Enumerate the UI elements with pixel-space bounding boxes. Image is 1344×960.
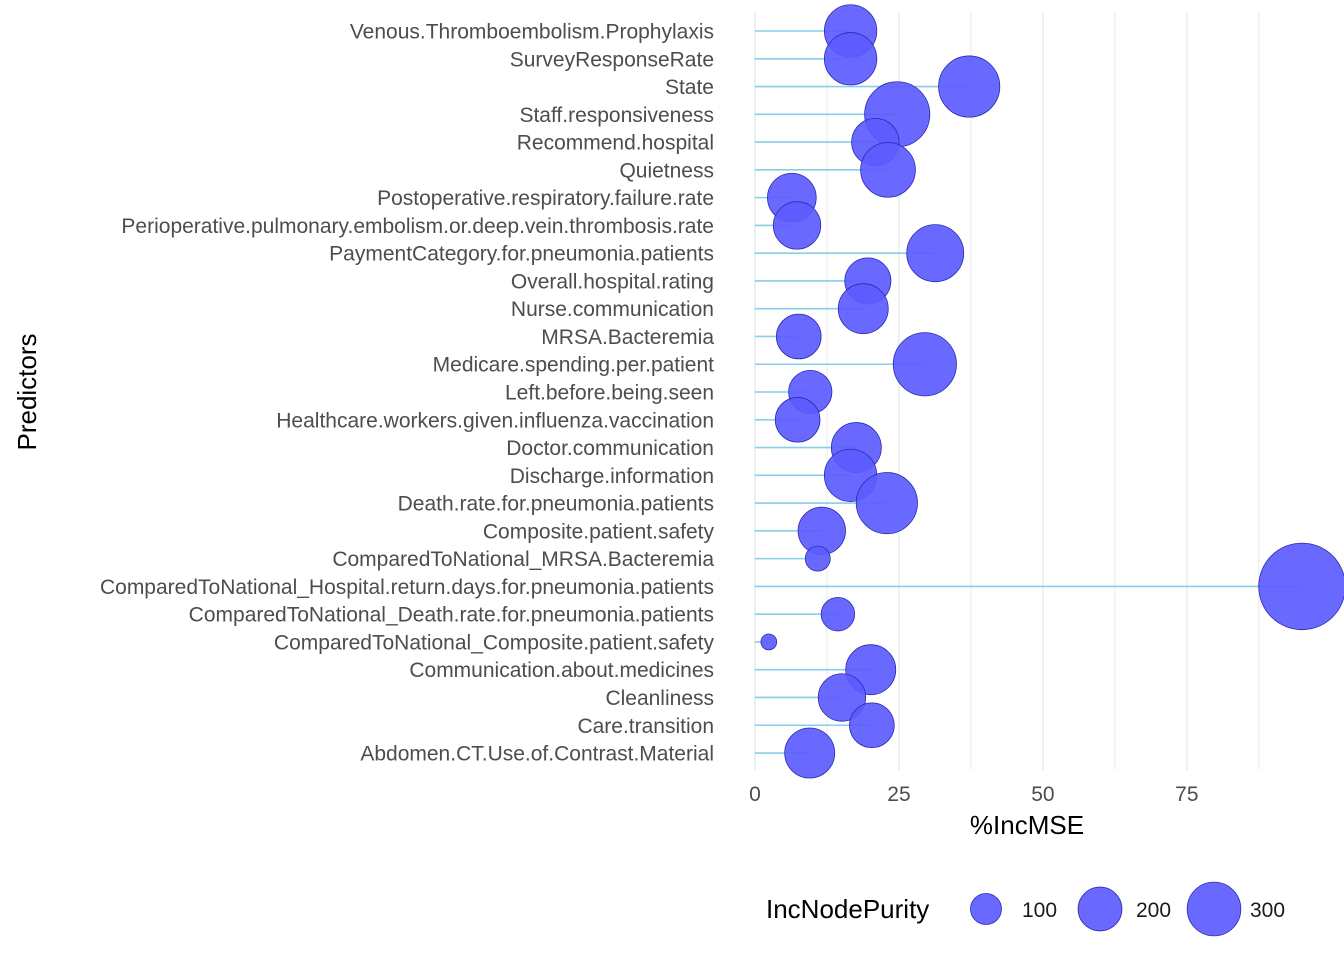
- y-tick-label: Staff.responsiveness: [519, 104, 714, 127]
- legend-items: 100 200 300: [970, 881, 1285, 937]
- lollipop-point: [817, 673, 867, 722]
- y-tick-label: Healthcare.workers.given.influenza.vacci…: [276, 409, 714, 432]
- legend-size-key: [970, 893, 1002, 925]
- y-tick-label: Cleanliness: [605, 687, 714, 710]
- x-tick-label: 50: [1031, 783, 1054, 806]
- legend-size-key: [1186, 881, 1242, 937]
- y-tick-label: Postoperative.respiratory.failure.rate: [377, 187, 714, 210]
- legend-title: IncNodePurity: [766, 894, 929, 924]
- legend-label: 300: [1250, 899, 1285, 922]
- x-tick-label: 0: [749, 783, 761, 806]
- lollipop-point: [804, 545, 831, 572]
- y-tick-label: Abdomen.CT.Use.of.Contrast.Material: [360, 743, 714, 766]
- y-axis-title: Predictors: [12, 333, 42, 450]
- y-tick-label: Venous.Thromboembolism.Prophylaxis: [350, 21, 714, 44]
- y-tick-label: Perioperative.pulmonary.embolism.or.deep…: [121, 215, 714, 238]
- y-tick-label: Care.transition: [577, 715, 714, 738]
- y-tick-label: Medicare.spending.per.patient: [433, 354, 715, 377]
- lollipop-point: [775, 313, 822, 360]
- lollipop-point: [784, 727, 836, 779]
- lollipop-point: [892, 332, 957, 397]
- y-tick-label: Recommend.hospital: [517, 132, 714, 155]
- y-tick-label: ComparedToNational_Death.rate.for.pneumo…: [189, 604, 714, 627]
- size-legend: IncNodePurity 100 200 300: [766, 881, 1285, 937]
- y-tick-label: Communication.about.medicines: [409, 659, 714, 682]
- x-axis-title: %IncMSE: [970, 810, 1084, 840]
- y-tick-label: Composite.patient.safety: [483, 520, 715, 543]
- y-tick-labels: Venous.Thromboembolism.Prophylaxis Survey…: [100, 21, 715, 766]
- y-tick-label: State: [665, 76, 714, 99]
- x-tick-label: 25: [887, 783, 910, 806]
- lollipop-point: [772, 201, 822, 250]
- x-tick-label: 75: [1175, 783, 1198, 806]
- y-tick-label: Quietness: [619, 159, 714, 182]
- legend-label: 200: [1136, 899, 1171, 922]
- y-tick-label: ComparedToNational_Hospital.return.days.…: [100, 576, 714, 599]
- y-tick-label: Death.rate.for.pneumonia.patients: [398, 493, 714, 516]
- lollipop-point: [855, 472, 918, 535]
- lollipop-point: [938, 55, 1001, 118]
- y-tick-label: Overall.hospital.rating: [511, 270, 714, 293]
- lollipop-point: [760, 633, 778, 651]
- lollipop-point: [860, 142, 916, 198]
- y-tick-label: Discharge.information: [510, 465, 714, 488]
- y-tick-label: Left.before.being.seen: [505, 382, 714, 405]
- lollipop-point: [820, 596, 856, 632]
- y-tick-label: ComparedToNational_Composite.patient.saf…: [274, 631, 715, 654]
- y-tick-label: Doctor.communication: [506, 437, 714, 460]
- lollipop-point: [823, 32, 878, 86]
- y-tick-label: ComparedToNational_MRSA.Bacteremia: [332, 548, 714, 571]
- lollipop-point: [849, 702, 895, 749]
- legend-size-key: [1077, 886, 1123, 932]
- lollipop-point: [774, 397, 821, 443]
- lollipop-segments: [755, 30, 1302, 754]
- lollipop-points: [760, 4, 1344, 779]
- lollipop-point: [906, 224, 965, 283]
- lollipop-point: [1258, 542, 1344, 631]
- legend-label: 100: [1022, 899, 1057, 922]
- y-tick-label: Nurse.communication: [511, 298, 714, 321]
- y-tick-label: PaymentCategory.for.pneumonia.patients: [329, 243, 714, 266]
- y-tick-label: MRSA.Bacteremia: [541, 326, 714, 349]
- y-tick-label: SurveyResponseRate: [510, 48, 714, 71]
- x-tick-labels: 0 25 50 75: [749, 783, 1198, 806]
- lollipop-point: [837, 283, 889, 335]
